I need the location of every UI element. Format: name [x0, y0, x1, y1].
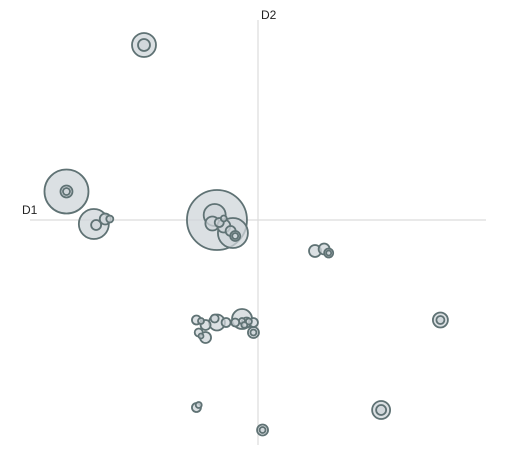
- scatter-point: [244, 317, 253, 326]
- scatter-point: [194, 401, 203, 409]
- scatter-point: [231, 232, 240, 240]
- scatter-point: [197, 317, 205, 325]
- scatter-point: [219, 214, 228, 223]
- scatter-point: [137, 38, 151, 52]
- scatter-point: [435, 315, 446, 325]
- scatter-point: [325, 249, 333, 257]
- scatter-point: [197, 332, 205, 340]
- scatter-points: [43, 32, 449, 437]
- scatter-point: [258, 426, 267, 434]
- x-axis-label: D1: [22, 203, 38, 217]
- scatter-point: [62, 187, 71, 196]
- scatter-point: [209, 313, 220, 324]
- scatter-point: [90, 219, 103, 231]
- y-axis-label: D2: [261, 8, 277, 22]
- scatter-point: [105, 214, 115, 224]
- scatter-point: [249, 328, 258, 337]
- scatter-point: [375, 404, 388, 416]
- scatter-point: [230, 317, 241, 328]
- scatter-point: [220, 317, 232, 328]
